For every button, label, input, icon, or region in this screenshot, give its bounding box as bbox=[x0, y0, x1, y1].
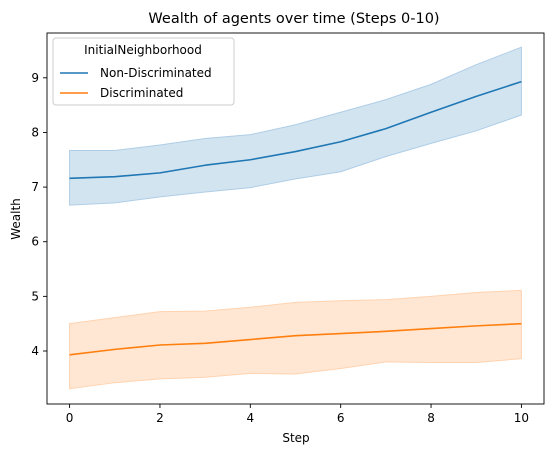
legend: InitialNeighborhood Non-Discriminated Di… bbox=[52, 37, 235, 106]
line-discriminated bbox=[69, 322, 522, 356]
legend-title: InitialNeighborhood bbox=[84, 43, 202, 57]
x-tick-label: 2 bbox=[156, 411, 164, 425]
x-tick-label: 8 bbox=[427, 411, 435, 425]
y-tick-label: 9 bbox=[31, 71, 39, 85]
y-tick-label: 5 bbox=[31, 289, 39, 303]
y-tick-label: 8 bbox=[31, 125, 39, 139]
x-tick-label: 10 bbox=[514, 411, 529, 425]
x-axis-label: Step bbox=[282, 431, 309, 445]
x-axis: 0 2 4 6 8 10 bbox=[66, 404, 529, 425]
series-lines bbox=[69, 80, 522, 356]
x-tick-label: 6 bbox=[337, 411, 345, 425]
y-tick-label: 7 bbox=[31, 180, 39, 194]
y-axis: 4 5 6 7 8 9 bbox=[31, 71, 47, 358]
y-axis-label: Wealth bbox=[9, 198, 23, 240]
y-tick-label: 6 bbox=[31, 235, 39, 249]
confidence-bands bbox=[69, 46, 522, 390]
band-non-discriminated bbox=[69, 46, 522, 206]
x-tick-label: 4 bbox=[246, 411, 254, 425]
line-non-discriminated bbox=[69, 80, 522, 180]
chart-title: Wealth of agents over time (Steps 0-10) bbox=[148, 11, 439, 27]
plot-frame bbox=[46, 32, 545, 405]
legend-label-non-discriminated: Non-Discriminated bbox=[100, 66, 212, 80]
band-discriminated bbox=[69, 289, 522, 390]
legend-label-discriminated: Discriminated bbox=[100, 86, 183, 100]
legend-box bbox=[52, 37, 235, 106]
y-tick-label: 4 bbox=[31, 344, 39, 358]
x-tick-label: 0 bbox=[66, 411, 74, 425]
